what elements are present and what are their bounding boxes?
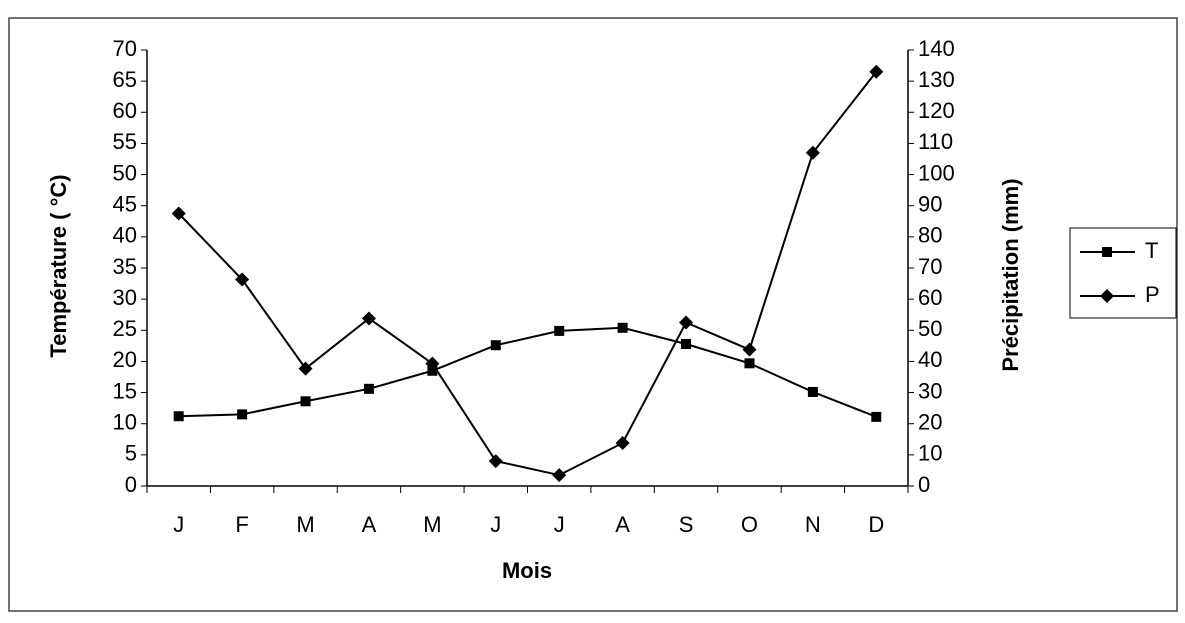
data-point (679, 315, 694, 330)
data-point (173, 411, 184, 422)
x-tick-label: N (805, 512, 821, 537)
y-tick-label: 35 (113, 254, 137, 279)
y-tick-label: 65 (113, 67, 137, 92)
y-tick-label: 30 (113, 285, 137, 310)
y-tick-label: 25 (113, 316, 137, 341)
y2-tick-label: 10 (918, 441, 942, 466)
x-tick-label: F (235, 512, 248, 537)
x-tick-label: M (423, 512, 441, 537)
data-point (681, 338, 692, 349)
data-point (488, 454, 503, 469)
x-tick-label: A (362, 512, 377, 537)
data-point (237, 409, 248, 420)
y2-tick-label: 20 (918, 410, 942, 435)
chart-border (8, 17, 1178, 612)
legend-box (1069, 227, 1177, 319)
y2-axis-label: Précipitation (mm) (998, 178, 1023, 371)
y2-tick-label: 50 (918, 316, 942, 341)
x-tick-label: O (741, 512, 758, 537)
data-point (742, 342, 757, 357)
y-tick-label: 45 (113, 192, 137, 217)
x-axis-label: Mois (502, 558, 552, 583)
data-point (615, 436, 630, 451)
y2-tick-label: 130 (918, 67, 955, 92)
data-point (298, 361, 313, 376)
y2-tick-label: 40 (918, 347, 942, 372)
y2-tick-label: 70 (918, 254, 942, 279)
y2-tick-label: 80 (918, 223, 942, 248)
x-tick-label: J (490, 512, 501, 537)
legend-marker (1102, 247, 1112, 257)
data-point (171, 206, 186, 221)
x-tick-label: J (554, 512, 565, 537)
y2-tick-label: 90 (918, 192, 942, 217)
x-tick-label: S (679, 512, 694, 537)
y-tick-label: 5 (125, 441, 137, 466)
data-point (554, 325, 565, 336)
series-line (177, 71, 878, 477)
legend-label: P (1145, 282, 1160, 307)
data-point (869, 64, 884, 79)
y-tick-label: 0 (125, 472, 137, 497)
x-tick-label: D (868, 512, 884, 537)
y2-tick-label: 0 (918, 472, 930, 497)
y-tick-label: 60 (113, 98, 137, 123)
data-point (300, 396, 311, 407)
data-point (235, 272, 250, 287)
y2-tick-label: 110 (918, 129, 953, 154)
series-line (178, 326, 877, 418)
y-tick-label: 55 (113, 129, 137, 154)
x-tick-label: J (173, 512, 184, 537)
data-point (744, 358, 755, 369)
x-tick-label: M (296, 512, 314, 537)
data-point (805, 145, 820, 160)
y2-tick-label: 60 (918, 285, 942, 310)
y-tick-label: 40 (113, 223, 137, 248)
data-point (490, 340, 501, 351)
data-point (871, 411, 882, 422)
data-point (427, 365, 438, 376)
y2-tick-label: 100 (918, 160, 955, 185)
x-tick-label: A (615, 512, 630, 537)
data-point (363, 383, 374, 394)
data-point (361, 311, 376, 326)
data-point (807, 386, 818, 397)
data-point (617, 322, 628, 333)
legend-marker (1100, 289, 1114, 303)
y2-tick-label: 140 (918, 36, 955, 61)
data-point (425, 356, 440, 371)
data-point (552, 468, 567, 483)
legend-label: T (1145, 238, 1158, 263)
y-tick-label: 70 (113, 36, 137, 61)
y2-tick-label: 120 (918, 98, 955, 123)
y-tick-label: 50 (113, 160, 137, 185)
y2-tick-label: 30 (918, 378, 942, 403)
y-tick-label: 20 (113, 347, 137, 372)
y-axis-label: Température ( °C) (46, 174, 71, 357)
y-tick-label: 10 (113, 410, 137, 435)
y-tick-label: 15 (113, 378, 137, 403)
